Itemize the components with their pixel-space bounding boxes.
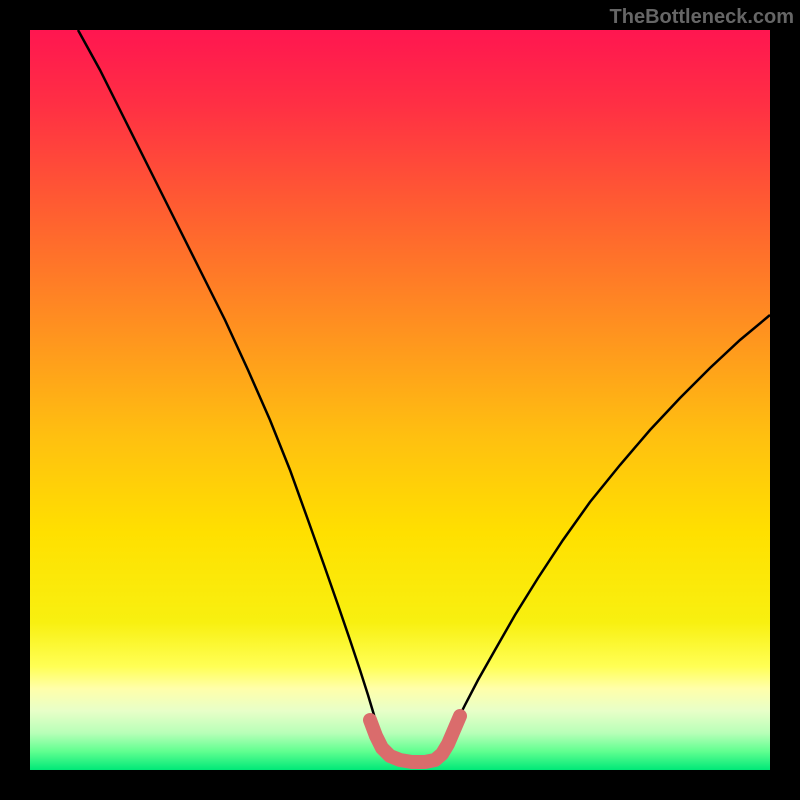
bottleneck-chart xyxy=(30,30,770,770)
gradient-background xyxy=(30,30,770,770)
watermark-text: TheBottleneck.com xyxy=(610,6,794,29)
chart-container: TheBottleneck.com xyxy=(0,0,800,800)
